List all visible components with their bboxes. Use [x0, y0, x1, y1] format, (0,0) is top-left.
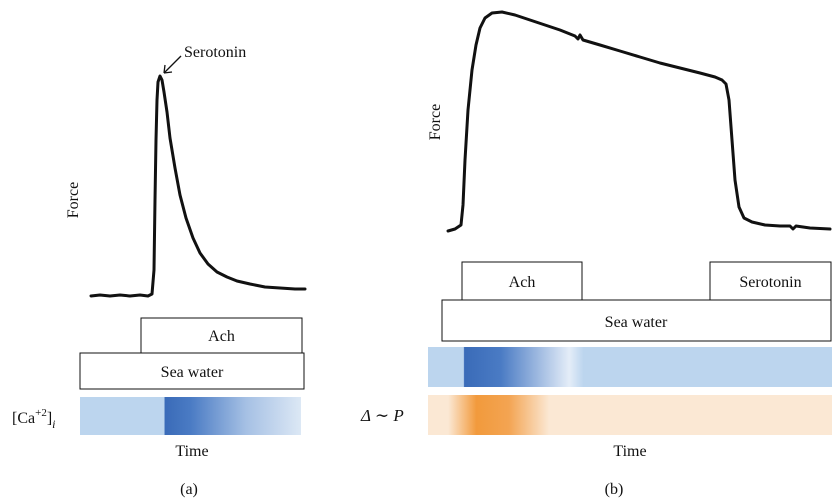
panel-a-force-label: Force: [65, 182, 82, 218]
panel-b-force-trace: [446, 10, 832, 233]
panel-b-seawater-box: [441, 299, 832, 342]
panel-a-ach-label: Ach: [208, 328, 235, 345]
panel-b: Force Ach Serotonin Sea water Δ ∼ P Time…: [360, 10, 832, 498]
panel-a-calcium-bar: [80, 397, 301, 435]
panel-b-calcium-bar: [428, 347, 832, 387]
panel-b-delta-p-label: Δ ∼ P: [360, 406, 404, 425]
panel-a-annotation-arrow: [163, 55, 182, 74]
panel-b-ach-label: Ach: [509, 274, 536, 291]
panel-b-serotonin-box: [709, 261, 832, 301]
panel-a-caption: (a): [180, 481, 198, 498]
panel-a-serotonin-annotation: Serotonin: [184, 44, 246, 61]
panel-b-seawater-label: Sea water: [605, 314, 668, 331]
panel-b-serotonin-label: Serotonin: [739, 274, 801, 291]
panel-b-time-label: Time: [613, 443, 646, 460]
panel-a-calcium-label: [Ca+2]i: [12, 407, 56, 431]
panel-b-force-label: Force: [427, 104, 444, 140]
panel-b-phosphate-bar: [428, 395, 832, 435]
panel-b-ach-box: [461, 261, 583, 301]
panel-a-time-label: Time: [175, 443, 208, 460]
panel-a-force-trace: [89, 74, 307, 298]
panel-a-seawater-box: [79, 352, 305, 390]
panel-b-caption: (b): [605, 481, 624, 498]
panel-a-seawater-label: Sea water: [161, 364, 224, 381]
panel-a: Force Serotonin Ach Sea water [Ca+2]i Ti…: [12, 44, 307, 498]
panel-a-ach-box: [140, 317, 303, 354]
